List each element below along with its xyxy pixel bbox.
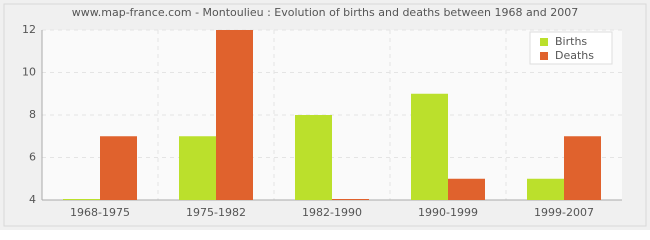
legend-swatch — [540, 38, 548, 46]
bar — [295, 115, 332, 200]
x-tick-label: 1975-1982 — [186, 206, 246, 219]
x-tick-label: 1968-1975 — [70, 206, 130, 219]
chart-title: www.map-france.com - Montoulieu : Evolut… — [72, 6, 578, 19]
y-tick-label: 10 — [22, 66, 36, 79]
bar — [527, 178, 564, 200]
x-tick-label: 1990-1999 — [418, 206, 478, 219]
bar — [411, 93, 448, 200]
bar — [448, 178, 485, 200]
bar — [332, 199, 369, 200]
x-tick-label: 1982-1990 — [302, 206, 362, 219]
legend-label: Births — [555, 35, 587, 48]
y-tick-label: 6 — [29, 151, 36, 164]
legend-label: Deaths — [555, 49, 594, 62]
bar — [63, 199, 100, 200]
y-tick-label: 12 — [22, 23, 36, 36]
x-tick-label: 1999-2007 — [534, 206, 594, 219]
legend-swatch — [540, 52, 548, 60]
bar — [564, 136, 601, 200]
chart: www.map-france.com - Montoulieu : Evolut… — [0, 0, 650, 230]
y-tick-label: 4 — [29, 193, 36, 206]
y-tick-label: 8 — [29, 108, 36, 121]
bar — [216, 30, 253, 200]
bar — [179, 136, 216, 200]
bar — [100, 136, 137, 200]
